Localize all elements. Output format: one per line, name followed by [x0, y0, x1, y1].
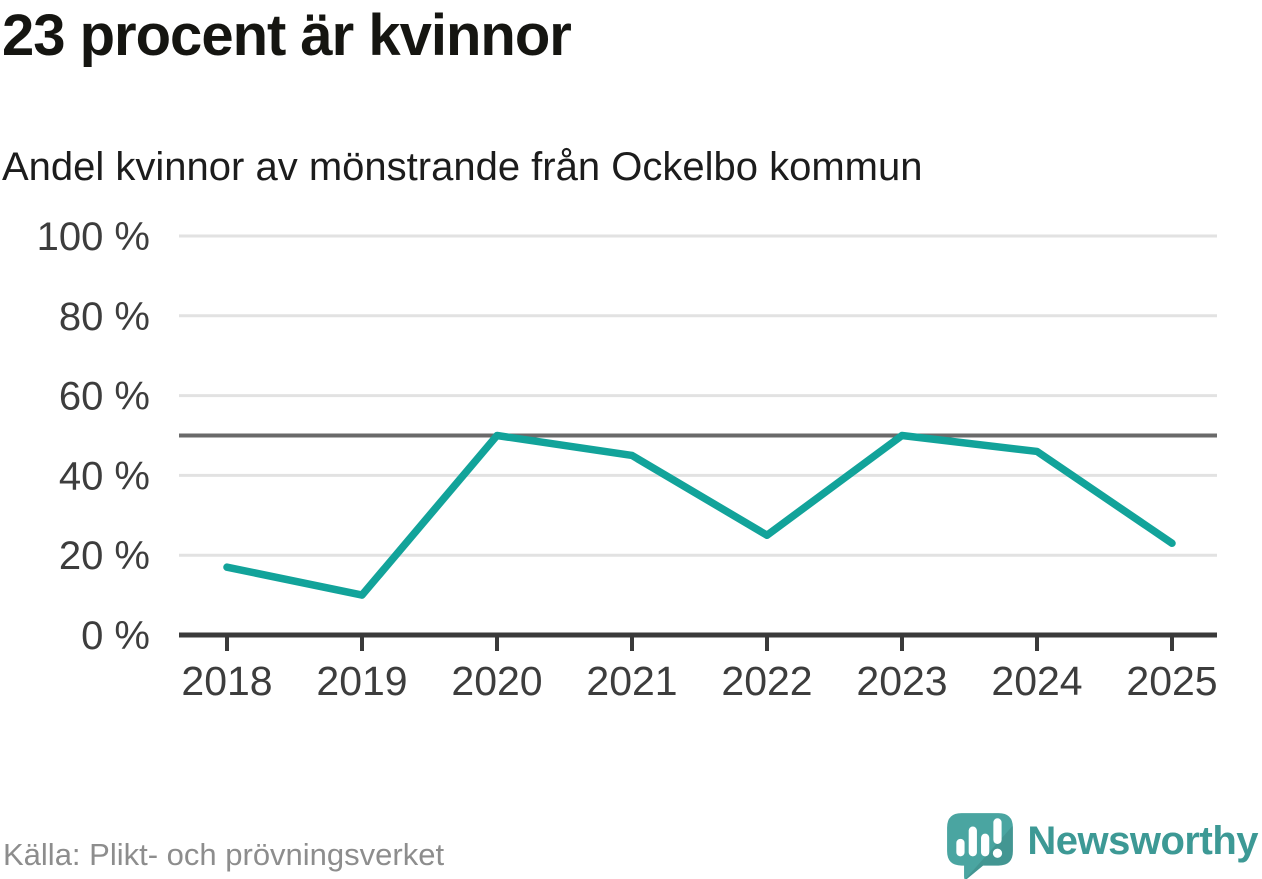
- source-text: Källa: Plikt- och prövningsverket: [3, 837, 445, 872]
- x-axis-ticks: [225, 637, 1174, 651]
- bar-chart-glyph: [956, 818, 1003, 858]
- newsworthy-logo: Newsworthy: [944, 812, 1258, 879]
- gridlines: [179, 234, 1217, 638]
- newsworthy-wordmark: Newsworthy: [1027, 818, 1258, 863]
- x-tick-label: 2023: [856, 658, 947, 704]
- x-tick-label: 2019: [316, 658, 407, 704]
- data-line: [223, 431, 1176, 599]
- y-tick-label: 100 %: [37, 215, 150, 259]
- y-tick-label: 0 %: [81, 614, 150, 658]
- y-tick-label: 20 %: [59, 534, 150, 578]
- x-tick-label: 2018: [181, 658, 272, 704]
- x-axis-labels: 2018 2019 2020 2021 2022 2023 2024 2025: [181, 658, 1217, 704]
- y-tick-label: 40 %: [59, 454, 150, 498]
- page-title: 23 procent är kvinnor: [2, 3, 572, 68]
- line-chart: 0 % 20 % 40 % 60 % 80 % 100 % 2018 2019 2020 202…: [37, 215, 1218, 704]
- y-tick-label: 60 %: [59, 375, 150, 419]
- x-tick-label: 2020: [451, 658, 542, 704]
- y-tick-label: 80 %: [59, 295, 150, 339]
- x-tick-label: 2025: [1126, 658, 1217, 704]
- chart-subtitle: Andel kvinnor av mönstrande från Ockelbo…: [2, 145, 923, 189]
- x-tick-label: 2024: [991, 658, 1082, 704]
- x-tick-label: 2021: [586, 658, 677, 704]
- x-tick-label: 2022: [721, 658, 812, 704]
- y-axis-labels: 0 % 20 % 40 % 60 % 80 % 100 %: [37, 215, 150, 658]
- newsworthy-logo-icon: [947, 813, 1014, 879]
